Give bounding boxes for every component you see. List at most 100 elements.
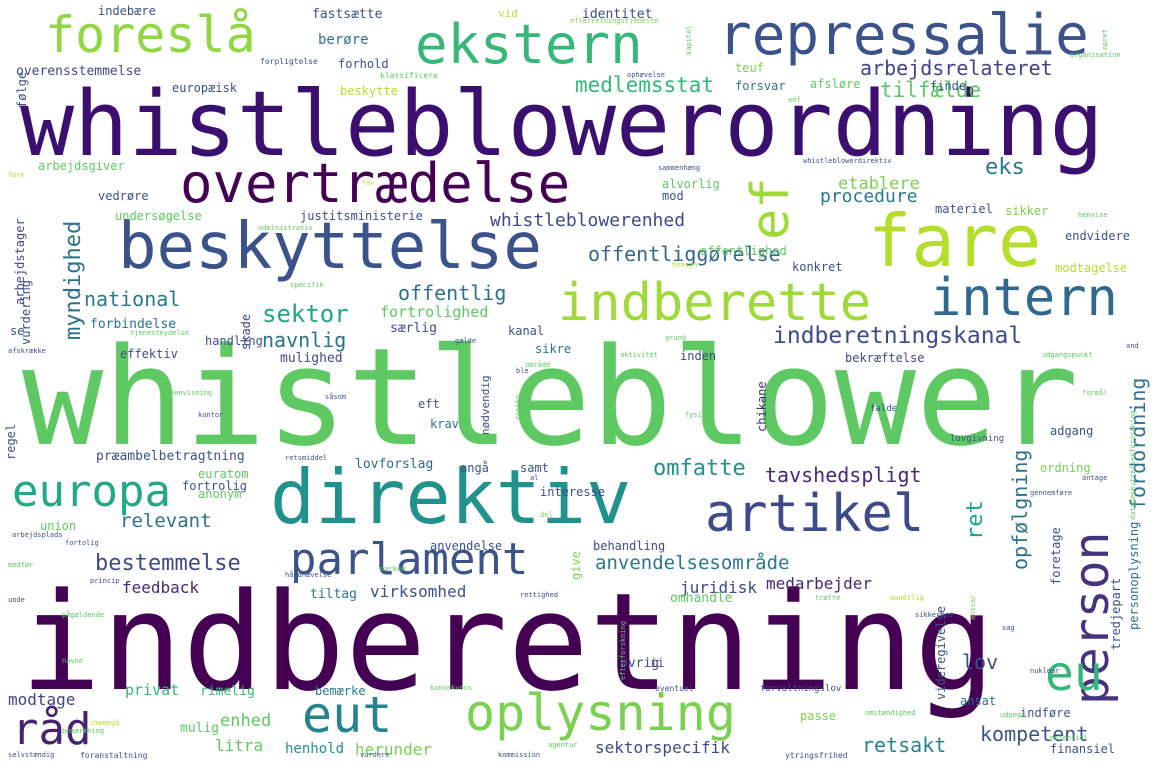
- word: anvendelse: [430, 539, 503, 553]
- word: ekstern: [415, 13, 643, 76]
- word: såsom: [325, 393, 347, 401]
- word: ble: [516, 367, 529, 375]
- word: sektorspecifik: [595, 738, 730, 757]
- word: relevant: [120, 510, 212, 532]
- word: europa: [12, 466, 171, 517]
- word: interesse: [540, 485, 606, 499]
- word: databeskyttelsesforordning: [1129, 410, 1137, 520]
- word: fore: [8, 171, 25, 179]
- word: tilfælde: [880, 78, 982, 102]
- word: omstændighed: [865, 709, 916, 717]
- word: arbejdsplads: [12, 531, 63, 539]
- word: overtrædelse: [180, 152, 571, 215]
- word: nødvendig: [479, 375, 492, 435]
- word: fare: [868, 199, 1042, 283]
- word: ef: [741, 177, 801, 240]
- word: tavshedspligt: [765, 463, 922, 487]
- word: beskytte: [340, 84, 398, 98]
- word: indberetning: [20, 564, 996, 721]
- word: whistleblowerordning: [20, 72, 1104, 177]
- word: teuf: [735, 61, 764, 75]
- word: potentiel: [1050, 734, 1088, 742]
- word: mulig: [180, 721, 220, 736]
- word: ophævelse: [627, 71, 665, 79]
- word: anvendelsesområde: [595, 552, 790, 574]
- word: whistleblowerdirektiv: [803, 157, 892, 165]
- word: eef: [788, 96, 801, 104]
- word: afsløre: [810, 77, 861, 91]
- word: falde: [870, 404, 898, 414]
- word: navne: [62, 657, 84, 665]
- word: national: [84, 287, 181, 311]
- word: offentlig: [398, 281, 507, 305]
- word: klassificere: [380, 71, 438, 80]
- word: sammenhæng: [658, 164, 701, 172]
- word: angå: [460, 461, 489, 475]
- word: sektor: [262, 300, 349, 328]
- word: give: [569, 551, 583, 580]
- word: retsakt: [862, 733, 947, 757]
- word: se: [10, 324, 25, 338]
- word: handling: [205, 334, 263, 348]
- word: intern: [930, 268, 1118, 328]
- word: organisation: [1070, 51, 1121, 59]
- word: navnlig: [262, 328, 347, 352]
- word: sikker: [1005, 204, 1049, 218]
- word: rettighed: [520, 591, 558, 599]
- word: imødegå: [90, 719, 120, 727]
- word: repressalie: [718, 3, 1089, 68]
- word: euratom: [198, 467, 249, 481]
- word: bemærkning: [62, 727, 105, 735]
- word: forbindelse: [90, 317, 177, 332]
- word: formål: [1082, 389, 1108, 397]
- word: rimelig: [200, 684, 255, 699]
- word: fov: [362, 179, 375, 187]
- word: whistleblower: [22, 319, 1079, 476]
- word: kommission: [498, 751, 541, 759]
- word: lovgivning: [950, 434, 1005, 444]
- word: indberette: [558, 273, 872, 333]
- word: chikane: [755, 381, 769, 432]
- word: område: [525, 361, 551, 369]
- word: træffe: [815, 594, 841, 602]
- word: sikkerhed: [915, 611, 953, 619]
- word: henvise: [1078, 211, 1108, 219]
- word: forvaltningslov: [760, 684, 842, 694]
- word: aktivitet: [620, 351, 658, 359]
- word: vedrøre: [98, 189, 149, 203]
- word: henvisning: [170, 389, 213, 397]
- word: mundtlig: [890, 594, 924, 602]
- word: parlament: [290, 534, 529, 585]
- word: hensyn: [672, 261, 698, 269]
- word: afskrække: [8, 347, 46, 355]
- word: præambelbetragtning: [96, 449, 245, 464]
- word: tredjepart: [1109, 577, 1123, 650]
- word: lovforslag: [355, 457, 434, 472]
- word: passe: [800, 709, 837, 723]
- word: konkret: [792, 260, 843, 274]
- word: kontor: [198, 411, 224, 419]
- word: agentur: [548, 741, 578, 749]
- word: mod: [662, 189, 684, 203]
- word: procedure: [820, 186, 918, 207]
- word: risiko: [514, 394, 522, 420]
- word: fortrolig: [182, 479, 248, 493]
- word: lov: [962, 650, 999, 674]
- word: del: [540, 511, 553, 519]
- word: identitet: [582, 7, 653, 22]
- word: gennemføre: [1030, 489, 1073, 497]
- word: ii: [650, 656, 665, 670]
- word: øvrig: [620, 656, 660, 671]
- word: foreslå: [45, 6, 256, 64]
- word: artikel: [705, 484, 925, 544]
- word: ret: [963, 500, 988, 540]
- word: enhed: [220, 711, 272, 731]
- word: anonym: [198, 487, 242, 501]
- word: fortrolighed: [380, 303, 489, 321]
- word: finansiel: [1050, 742, 1116, 756]
- word: bestemmelse: [95, 551, 241, 576]
- word: kanal: [508, 324, 545, 338]
- word: omfatte: [653, 456, 746, 481]
- word: udpege: [1000, 711, 1026, 719]
- word: tjenesteydelse: [130, 329, 190, 337]
